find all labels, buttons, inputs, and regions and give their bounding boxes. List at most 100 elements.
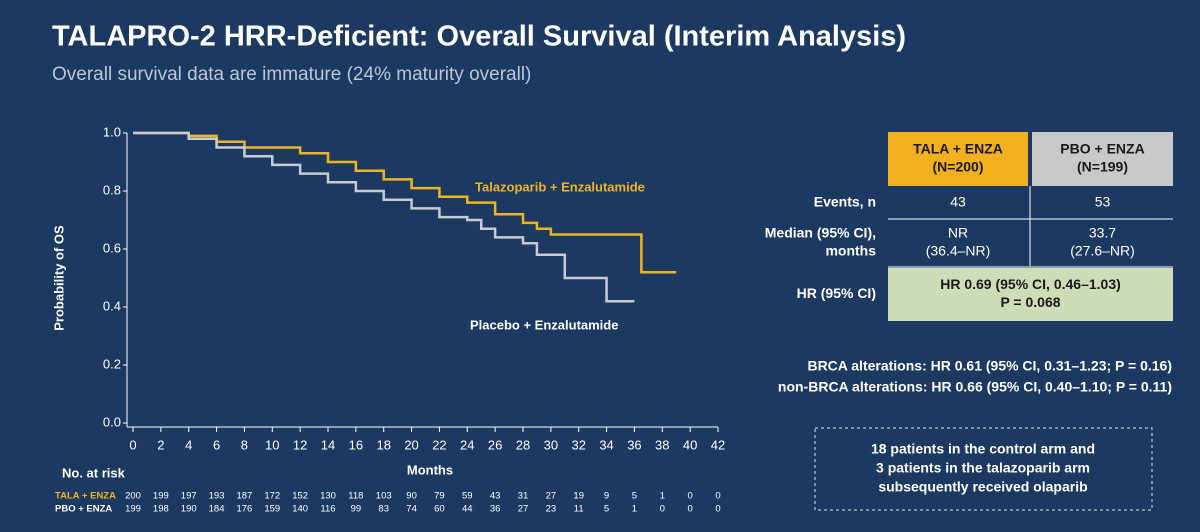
x-tick-label: 42 (711, 437, 725, 452)
x-tick-label: 24 (460, 437, 474, 452)
x-tick-label: 28 (516, 437, 530, 452)
risk-count: 36 (490, 504, 501, 515)
cell-text: 33.7 (1089, 225, 1116, 241)
risk-count: 5 (632, 491, 637, 502)
hr-text: P = 0.068 (1000, 294, 1060, 310)
risk-count: 44 (462, 504, 473, 515)
x-tick-label: 2 (157, 437, 164, 452)
x-tick-label: 16 (349, 437, 363, 452)
risk-count: 0 (715, 491, 720, 502)
risk-count: 9 (604, 491, 609, 502)
x-tick-label: 22 (432, 437, 446, 452)
risk-count: 1 (632, 504, 637, 515)
curve-label: Placebo + Enzalutamide (470, 317, 618, 332)
cell-text: (27.6–NR) (1070, 243, 1135, 259)
row-label: Events, n (814, 194, 876, 210)
subgroup-note: non-BRCA alterations: HR 0.66 (95% CI, 0… (778, 379, 1172, 395)
curve-label: Talazoparib + Enzalutamide (475, 179, 645, 194)
callout-text: 3 patients in the talazoparib arm (876, 460, 1090, 476)
x-tick-label: 10 (265, 437, 279, 452)
header-text: TALA + ENZA (913, 141, 1003, 157)
risk-count: 172 (264, 491, 280, 502)
risk-count: 27 (518, 504, 529, 515)
x-tick-label: 20 (404, 437, 418, 452)
risk-count: 176 (236, 504, 252, 515)
y-tick-label: 0.6 (103, 240, 121, 255)
slide-subtitle: Overall survival data are immature (24% … (52, 64, 531, 85)
risk-count: 1 (660, 491, 665, 502)
risk-count: 99 (351, 504, 362, 515)
risk-count: 190 (181, 504, 197, 515)
risk-count: 187 (236, 491, 252, 502)
hr-text: HR 0.69 (95% CI, 0.46–1.03) (940, 276, 1121, 292)
cell-text: NR (948, 225, 968, 241)
risk-count: 60 (434, 504, 445, 515)
x-tick-label: 36 (627, 437, 641, 452)
x-tick-label: 4 (185, 437, 192, 452)
y-tick-label: 0.4 (103, 298, 121, 313)
x-tick-label: 18 (376, 437, 390, 452)
y-tick-label: 1.0 (103, 124, 121, 139)
risk-count: 59 (462, 491, 473, 502)
risk-count: 152 (292, 491, 308, 502)
risk-count: 200 (125, 491, 141, 502)
x-tick-label: 40 (683, 437, 697, 452)
risk-count: 43 (490, 491, 501, 502)
header-cell (1032, 132, 1173, 186)
risk-count: 19 (573, 491, 584, 502)
risk-count: 79 (434, 491, 445, 502)
risk-count: 193 (209, 491, 225, 502)
risk-title: No. at risk (62, 465, 126, 480)
risk-count: 0 (715, 504, 720, 515)
slide-title: TALAPRO-2 HRR-Deficient: Overall Surviva… (52, 21, 906, 53)
callout-text: 18 patients in the control arm and (871, 441, 1095, 457)
cell-text: (36.4–NR) (926, 243, 991, 259)
callout-box (814, 427, 1153, 511)
risk-count: 184 (209, 504, 225, 515)
callout-text: subsequently received olaparib (878, 479, 1087, 495)
x-tick-label: 8 (241, 437, 248, 452)
header-text: PBO + ENZA (1060, 141, 1144, 157)
subgroup-note: BRCA alterations: HR 0.61 (95% CI, 0.31–… (807, 358, 1172, 374)
risk-count: 27 (546, 491, 557, 502)
risk-count: 103 (376, 491, 392, 502)
risk-count: 199 (153, 491, 169, 502)
risk-count: 130 (320, 491, 336, 502)
x-tick-label: 12 (293, 437, 307, 452)
y-tick-label: 0.0 (103, 414, 121, 429)
merged-cell (888, 268, 1173, 321)
risk-count: 197 (181, 491, 197, 502)
risk-row-name: PBO + ENZA (55, 504, 112, 515)
risk-count: 83 (378, 504, 389, 515)
risk-count: 140 (292, 504, 308, 515)
risk-count: 0 (687, 504, 692, 515)
header-text: (N=200) (933, 159, 984, 175)
x-tick-label: 34 (599, 437, 613, 452)
risk-count: 0 (660, 504, 665, 515)
survival-curve (133, 131, 635, 303)
x-axis-title: Months (407, 462, 453, 477)
risk-count: 31 (518, 491, 529, 502)
risk-count: 11 (574, 504, 584, 515)
x-tick-label: 30 (544, 437, 558, 452)
row-label: Median (95% CI), (765, 225, 876, 241)
cell-text: 53 (1095, 194, 1111, 210)
risk-count: 159 (264, 504, 280, 515)
header-cell (888, 132, 1028, 186)
x-tick-label: 32 (571, 437, 585, 452)
survival-curve (133, 131, 677, 274)
y-axis-title: Probability of OS (51, 225, 66, 331)
y-tick-label: 0.2 (103, 356, 121, 371)
risk-count: 198 (153, 504, 169, 515)
risk-count: 118 (348, 491, 363, 502)
cell-text: 43 (950, 194, 966, 210)
risk-count: 90 (406, 491, 417, 502)
row-label: months (825, 243, 876, 259)
risk-row-name: TALA + ENZA (55, 491, 116, 502)
x-tick-label: 6 (213, 437, 220, 452)
risk-count: 5 (604, 504, 609, 515)
x-tick-label: 14 (321, 437, 335, 452)
risk-count: 74 (406, 504, 417, 515)
x-tick-label: 0 (129, 437, 136, 452)
